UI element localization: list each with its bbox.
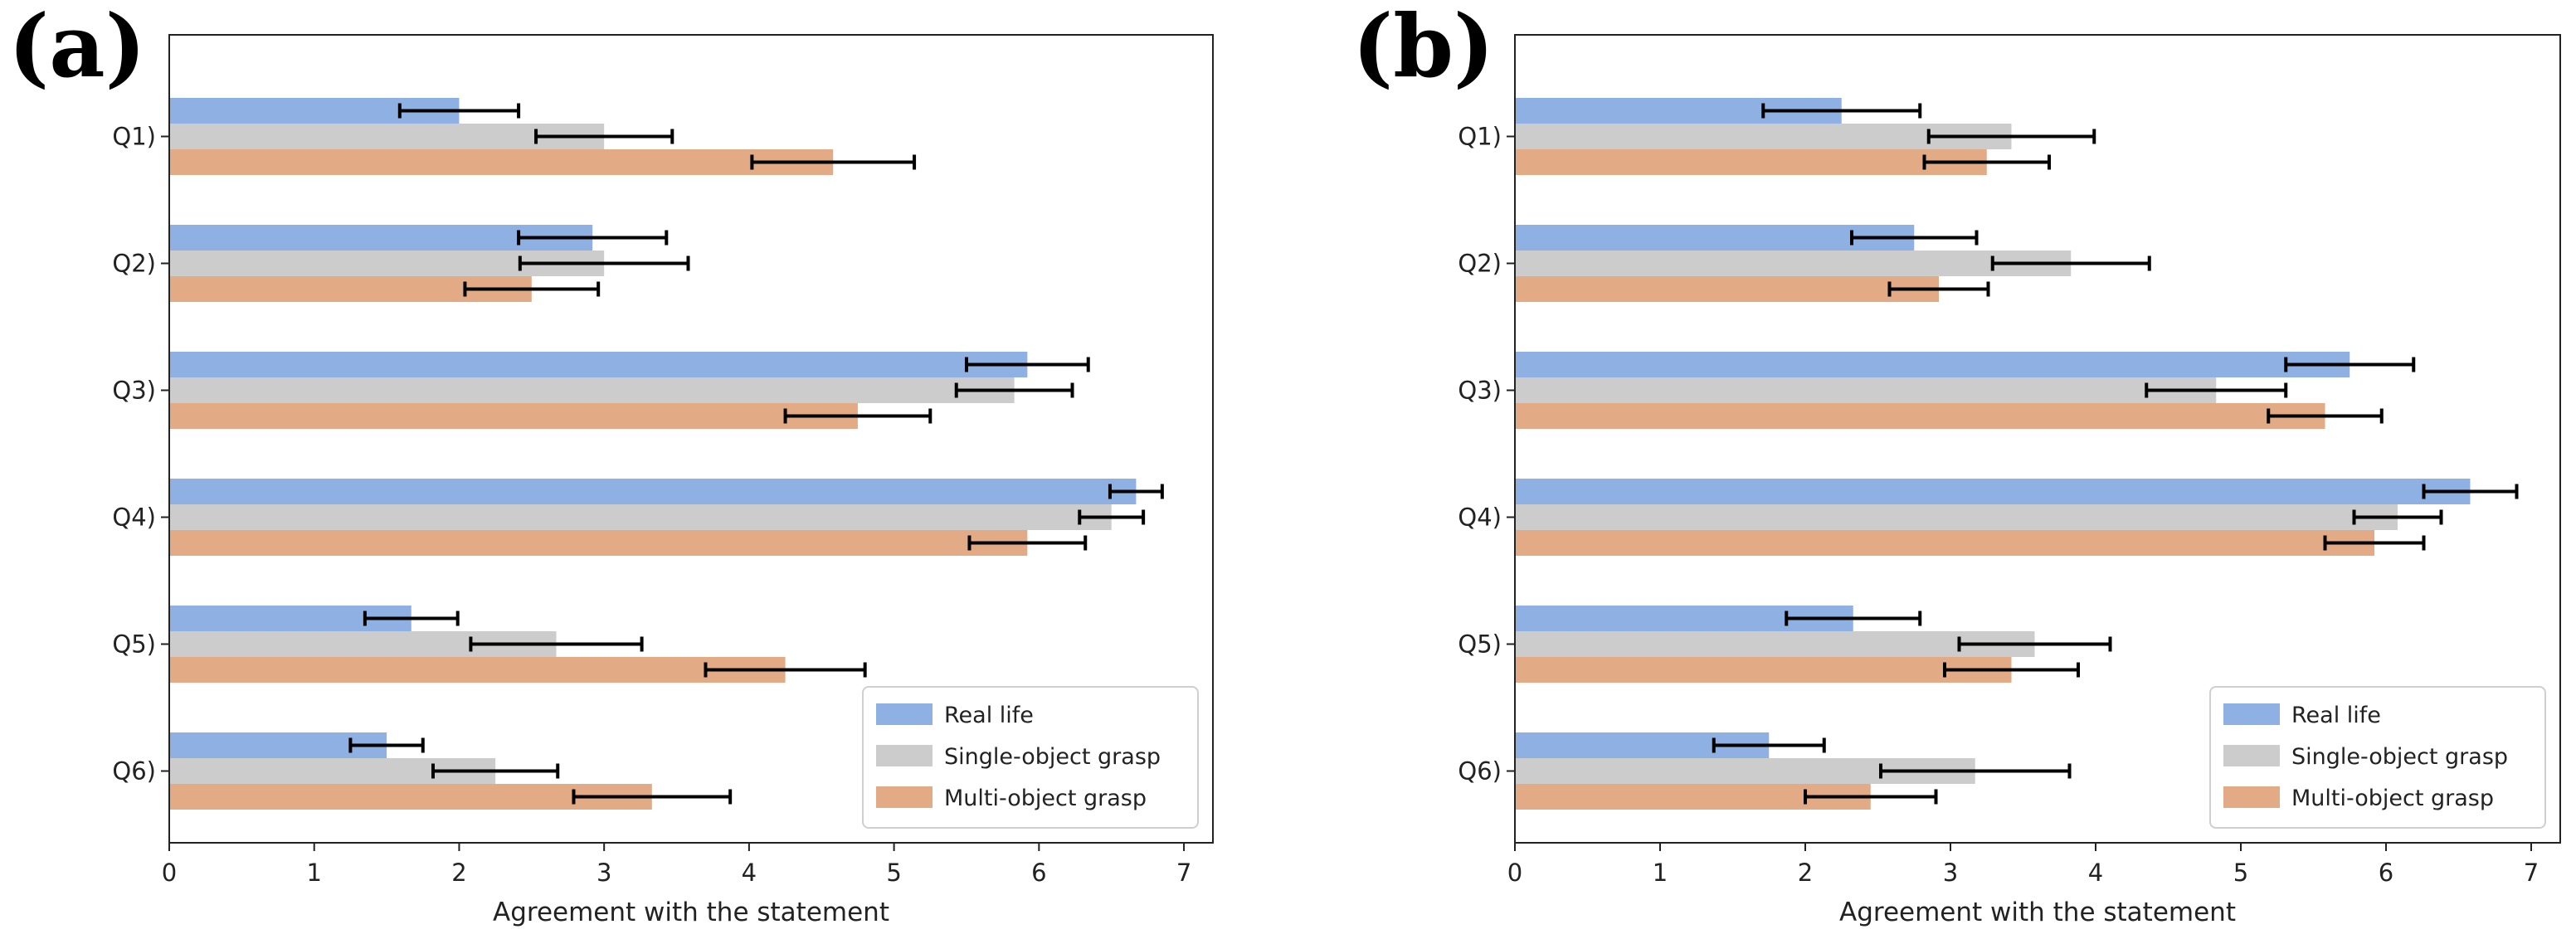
bar-single-q4 bbox=[1515, 504, 2398, 530]
x-tick-label-7: 7 bbox=[1176, 859, 1191, 887]
bar-single-q1 bbox=[169, 124, 605, 149]
y-tick-label-q5: Q5) bbox=[112, 630, 156, 659]
legend-box bbox=[862, 686, 1199, 829]
bar-multi-q1 bbox=[169, 149, 834, 175]
bar-multi-q5 bbox=[1515, 657, 2012, 683]
y-tick-label-q3: Q3) bbox=[112, 377, 156, 405]
x-tick-label-2: 2 bbox=[1798, 859, 1813, 887]
legend-label-real: Real life bbox=[944, 703, 1034, 728]
bar-real-q3 bbox=[169, 352, 1028, 377]
bar-multi-q6 bbox=[169, 784, 652, 810]
bar-single-q5 bbox=[1515, 631, 2035, 657]
x-tick-label-5: 5 bbox=[886, 859, 901, 887]
panel-label-a: (a) bbox=[8, 0, 146, 97]
panel-label-b: (b) bbox=[1352, 0, 1495, 97]
bar-multi-q3 bbox=[1515, 403, 2325, 429]
legend-label-real: Real life bbox=[2291, 703, 2381, 728]
chart-panel-b: Q1) Q2) Q3) Q4) Q5) Q6) 0 1 2 3 4 5 6 7 Agreement with… bbox=[1458, 34, 2561, 927]
legend-label-multi: Multi-object grasp bbox=[944, 786, 1147, 811]
chart-panel-a: Q1) Q2) Q3) Q4) Q5) Q6) 0 1 2 3 4 5 6 7 Agreement with… bbox=[112, 34, 1214, 927]
bar-single-q2 bbox=[1515, 251, 2072, 276]
y-tick-label-q2: Q2) bbox=[112, 250, 156, 278]
bar-real-q4 bbox=[169, 479, 1137, 504]
y-tick-label-q4: Q4) bbox=[1458, 504, 1502, 532]
bar-multi-q1 bbox=[1515, 149, 1987, 175]
legend-box bbox=[2209, 686, 2546, 829]
y-tick-label-q6: Q6) bbox=[1458, 757, 1502, 786]
x-tick-label-2: 2 bbox=[451, 859, 466, 887]
bar-real-q3 bbox=[1515, 352, 2350, 377]
legend-swatch-single bbox=[876, 745, 933, 766]
x-tick-label-5: 5 bbox=[2233, 859, 2248, 887]
legend-swatch-multi bbox=[876, 786, 933, 808]
x-axis-label: Agreement with the statement bbox=[1839, 898, 2236, 927]
bar-single-q3 bbox=[169, 377, 1015, 403]
x-tick-label-3: 3 bbox=[597, 859, 611, 887]
bar-real-q2 bbox=[1515, 225, 1915, 251]
x-tick-label-1: 1 bbox=[306, 859, 321, 887]
x-axis-label: Agreement with the statement bbox=[493, 898, 889, 927]
x-tick-label-4: 4 bbox=[742, 859, 757, 887]
axes-frame bbox=[1514, 34, 2561, 844]
legend-swatch-multi bbox=[2223, 786, 2280, 808]
bar-multi-q5 bbox=[169, 657, 786, 683]
legend-swatch-real bbox=[876, 703, 933, 725]
y-tick-label-q1: Q1) bbox=[112, 123, 156, 151]
axes-frame bbox=[168, 34, 1214, 844]
y-tick-label-q6: Q6) bbox=[112, 757, 156, 786]
x-tick-label-7: 7 bbox=[2524, 859, 2539, 887]
y-tick-label-q5: Q5) bbox=[1458, 630, 1502, 659]
bar-multi-q4 bbox=[1515, 530, 2374, 556]
bar-single-q4 bbox=[169, 504, 1112, 530]
x-tick-label-6: 6 bbox=[1031, 859, 1046, 887]
legend-swatch-single bbox=[2223, 745, 2280, 766]
x-tick-label-3: 3 bbox=[1943, 859, 1958, 887]
y-tick-label-q3: Q3) bbox=[1458, 377, 1502, 405]
x-tick-label-0: 0 bbox=[1507, 859, 1522, 887]
y-tick-label-q2: Q2) bbox=[1458, 250, 1502, 278]
bar-real-q4 bbox=[1515, 479, 2471, 504]
legend-label-single: Single-object grasp bbox=[944, 744, 1161, 770]
legend-label-single: Single-object grasp bbox=[2291, 744, 2508, 770]
x-tick-label-1: 1 bbox=[1653, 859, 1668, 887]
bar-multi-q2 bbox=[1515, 276, 1939, 302]
x-tick-label-4: 4 bbox=[2088, 859, 2103, 887]
y-tick-label-q4: Q4) bbox=[112, 504, 156, 532]
y-tick-label-q1: Q1) bbox=[1458, 123, 1502, 151]
legend-swatch-real bbox=[2223, 703, 2280, 725]
x-tick-label-6: 6 bbox=[2379, 859, 2393, 887]
legend-label-multi: Multi-object grasp bbox=[2291, 786, 2494, 811]
bar-multi-q3 bbox=[169, 403, 858, 429]
x-tick-label-0: 0 bbox=[162, 859, 177, 887]
bar-single-q3 bbox=[1515, 377, 2217, 403]
bar-multi-q4 bbox=[169, 530, 1028, 556]
